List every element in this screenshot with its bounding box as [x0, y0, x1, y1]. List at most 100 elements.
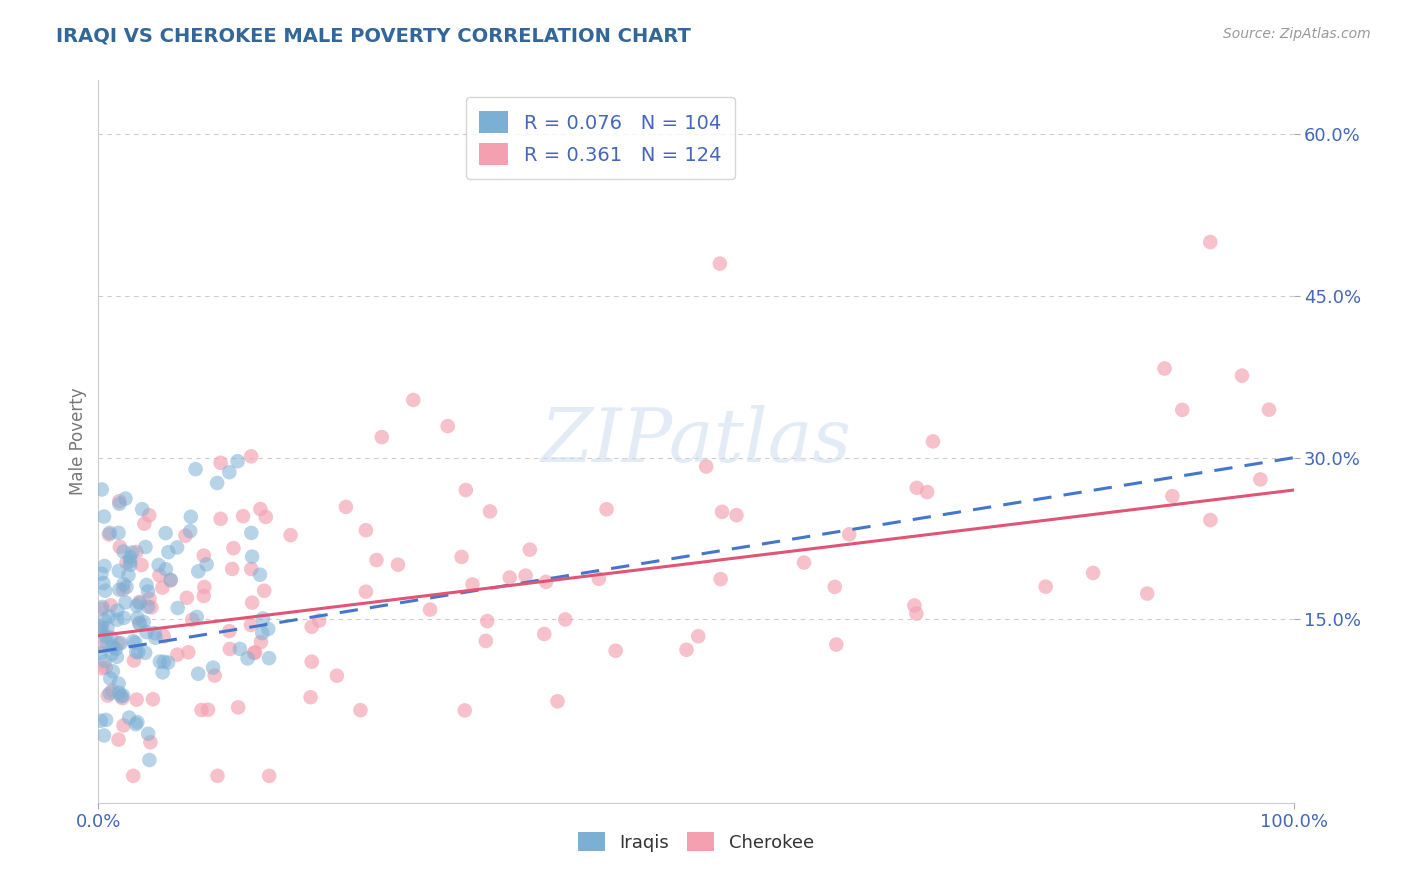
Point — [90, 566, 112, 581]
Point — [725, 508, 748, 523]
Point — [257, 622, 280, 636]
Point — [252, 611, 274, 625]
Point — [112, 611, 135, 625]
Point — [207, 769, 229, 783]
Point — [153, 655, 176, 669]
Point — [91, 602, 114, 616]
Point — [197, 703, 219, 717]
Point — [107, 636, 129, 650]
Point — [209, 456, 232, 470]
Point — [108, 686, 131, 700]
Point — [371, 430, 394, 444]
Point — [145, 631, 167, 645]
Point — [148, 568, 170, 582]
Point — [176, 591, 198, 605]
Point — [326, 668, 349, 682]
Point — [354, 523, 377, 537]
Point — [93, 654, 115, 668]
Point — [131, 558, 153, 572]
Point — [155, 526, 177, 541]
Point — [903, 599, 925, 613]
Point — [450, 549, 472, 564]
Point — [824, 580, 846, 594]
Point — [454, 703, 477, 717]
Point — [519, 542, 541, 557]
Point — [108, 540, 131, 554]
Point — [193, 589, 215, 603]
Point — [280, 528, 302, 542]
Point — [595, 502, 617, 516]
Point — [250, 626, 273, 640]
Point — [121, 545, 143, 559]
Point — [93, 559, 115, 574]
Point — [240, 549, 263, 564]
Point — [240, 450, 263, 464]
Point — [135, 578, 157, 592]
Point — [695, 459, 717, 474]
Point — [90, 620, 112, 634]
Point — [112, 718, 135, 732]
Point — [105, 603, 128, 617]
Point — [138, 591, 160, 606]
Point — [112, 582, 135, 597]
Point — [1136, 586, 1159, 600]
Point — [253, 583, 276, 598]
Point — [122, 653, 145, 667]
Point — [107, 732, 129, 747]
Point — [1249, 472, 1271, 486]
Point — [159, 573, 181, 587]
Point — [179, 524, 201, 538]
Point — [232, 509, 254, 524]
Point — [128, 596, 150, 610]
Point — [134, 516, 156, 531]
Point — [166, 541, 188, 555]
Point — [96, 635, 118, 649]
Text: Source: ZipAtlas.com: Source: ZipAtlas.com — [1223, 27, 1371, 41]
Point — [91, 621, 114, 635]
Point — [250, 635, 273, 649]
Point — [108, 564, 131, 578]
Point — [905, 607, 928, 621]
Point — [240, 596, 263, 610]
Point — [125, 599, 148, 613]
Point — [91, 639, 114, 653]
Point — [118, 711, 141, 725]
Point — [90, 647, 112, 661]
Point — [105, 649, 128, 664]
Point — [204, 668, 226, 682]
Point — [101, 647, 124, 661]
Point — [94, 713, 117, 727]
Point — [257, 769, 280, 783]
Point — [533, 627, 555, 641]
Point — [141, 600, 163, 615]
Point — [122, 769, 145, 783]
Point — [136, 584, 159, 599]
Point — [1161, 489, 1184, 503]
Point — [111, 689, 134, 703]
Point — [478, 504, 501, 518]
Point — [243, 645, 266, 659]
Point — [205, 475, 228, 490]
Legend: Iraqis, Cherokee: Iraqis, Cherokee — [571, 825, 821, 859]
Point — [218, 624, 240, 639]
Point — [710, 572, 733, 586]
Point — [349, 703, 371, 717]
Point — [905, 481, 928, 495]
Point — [90, 714, 112, 728]
Point — [193, 580, 215, 594]
Point — [93, 728, 115, 742]
Point — [131, 502, 153, 516]
Point — [1171, 403, 1194, 417]
Point — [177, 645, 200, 659]
Text: IRAQI VS CHEROKEE MALE POVERTY CORRELATION CHART: IRAQI VS CHEROKEE MALE POVERTY CORRELATI… — [56, 27, 692, 45]
Point — [166, 648, 188, 662]
Point — [114, 595, 136, 609]
Point — [366, 553, 388, 567]
Y-axis label: Male Poverty: Male Poverty — [69, 388, 87, 495]
Point — [202, 660, 225, 674]
Point — [454, 483, 477, 497]
Point — [709, 257, 731, 271]
Point — [98, 525, 121, 540]
Point — [91, 576, 114, 591]
Point — [1258, 402, 1281, 417]
